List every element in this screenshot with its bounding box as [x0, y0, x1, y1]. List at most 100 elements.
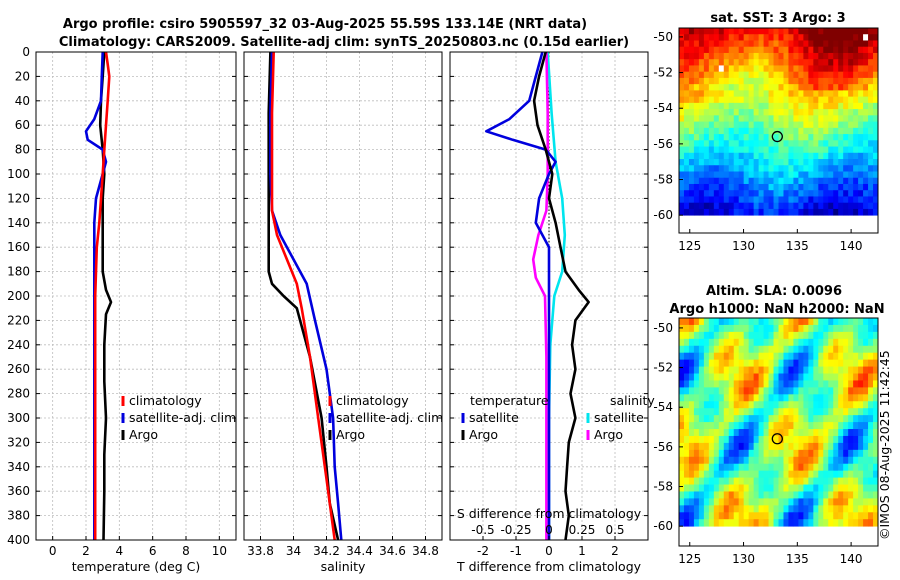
map-cell: [758, 345, 764, 354]
map-cell: [813, 470, 819, 478]
map-cell: [853, 387, 859, 395]
map-cell: [748, 59, 755, 66]
map-cell: [753, 505, 760, 513]
map-cell: [863, 196, 869, 204]
map-cell: [788, 202, 794, 210]
map-cell: [813, 71, 819, 79]
map-cell: [798, 491, 804, 499]
map-cell: [843, 512, 849, 520]
map-cell: [838, 519, 844, 527]
map-cell: [793, 359, 799, 367]
map-cell: [823, 140, 829, 147]
map-cell: [838, 140, 844, 147]
map-cell: [713, 208, 720, 216]
map-cell: [823, 491, 829, 499]
map-cell: [738, 59, 745, 66]
map-cell: [798, 90, 804, 98]
map-cell: [818, 380, 824, 388]
map-cell: [728, 318, 735, 326]
map-cell: [833, 134, 839, 141]
map-cell: [823, 34, 829, 41]
map-cell: [728, 159, 735, 166]
map-cell: [738, 373, 745, 381]
map-cell: [818, 373, 824, 381]
map-cell: [788, 318, 794, 326]
map-cell: [688, 449, 695, 458]
map-cell: [733, 519, 740, 527]
map-cell: [843, 134, 849, 141]
map-cell: [728, 90, 735, 98]
map-cell: [838, 380, 844, 388]
map-cell: [823, 71, 829, 79]
map-cell: [703, 134, 710, 141]
map-cell: [713, 512, 720, 520]
map-cell: [798, 77, 804, 85]
map-cell: [743, 408, 750, 416]
map-cell: [679, 196, 685, 204]
map-cell: [693, 115, 700, 122]
map-cell: [858, 387, 864, 395]
map-cell: [753, 202, 760, 210]
map-cell: [758, 46, 764, 54]
map-cell: [788, 408, 794, 416]
map-cell: [823, 115, 829, 122]
map-cell: [793, 90, 799, 98]
map-cell: [723, 394, 730, 402]
map-cell: [783, 463, 789, 472]
map-cell: [838, 202, 844, 210]
map-cell: [768, 84, 774, 91]
map-cell: [858, 183, 864, 191]
map-cell: [778, 373, 784, 381]
map-cell: [798, 366, 804, 374]
map-cell: [858, 52, 864, 60]
map-cell: [843, 34, 849, 41]
map-cell: [733, 505, 740, 513]
map-cell: [803, 171, 809, 179]
map-cell: [708, 338, 715, 347]
map-cell: [858, 171, 864, 179]
map-cell: [858, 177, 864, 185]
map-cell: [823, 429, 829, 437]
map-cell: [703, 338, 710, 347]
map-cell: [758, 422, 764, 430]
map-cell: [788, 102, 794, 110]
map-cell: [718, 77, 725, 85]
map-cell: [733, 477, 740, 485]
map-cell: [738, 109, 745, 116]
map-cell: [798, 484, 804, 492]
map-cell: [813, 519, 819, 527]
map-cell: [838, 77, 844, 85]
map-cell: [868, 484, 874, 492]
map-cell: [723, 146, 730, 154]
map-cell: [683, 415, 690, 423]
map-cell: [798, 159, 804, 166]
s-diff-tick-label: -0.25: [500, 523, 531, 537]
map-cell: [828, 394, 834, 402]
map-cell: [788, 177, 794, 185]
map-cell: [808, 401, 814, 409]
map-cell: [843, 456, 849, 465]
map-cell: [808, 324, 814, 333]
map-cell: [788, 401, 794, 409]
map-cell: [873, 190, 879, 197]
map-cell: [688, 359, 695, 367]
map-cell: [843, 519, 849, 527]
map-cell: [778, 338, 784, 347]
map-cell: [703, 456, 710, 465]
map-cell: [763, 401, 769, 409]
legend-label: satellite-adj. clim: [129, 410, 236, 425]
map-cell: [848, 408, 854, 416]
map-cell: [808, 52, 814, 60]
map-cell: [748, 96, 755, 104]
map-cell: [733, 65, 740, 73]
map-cell: [758, 134, 764, 141]
map-cell: [793, 498, 799, 506]
map-cell: [753, 165, 760, 172]
depth-tick-label: 360: [7, 484, 30, 498]
map-cell: [743, 46, 750, 54]
map-cell: [818, 422, 824, 430]
map-cell: [753, 34, 760, 41]
map-cell: [708, 429, 715, 437]
map-cell: [843, 115, 849, 122]
map-cell: [683, 96, 690, 104]
